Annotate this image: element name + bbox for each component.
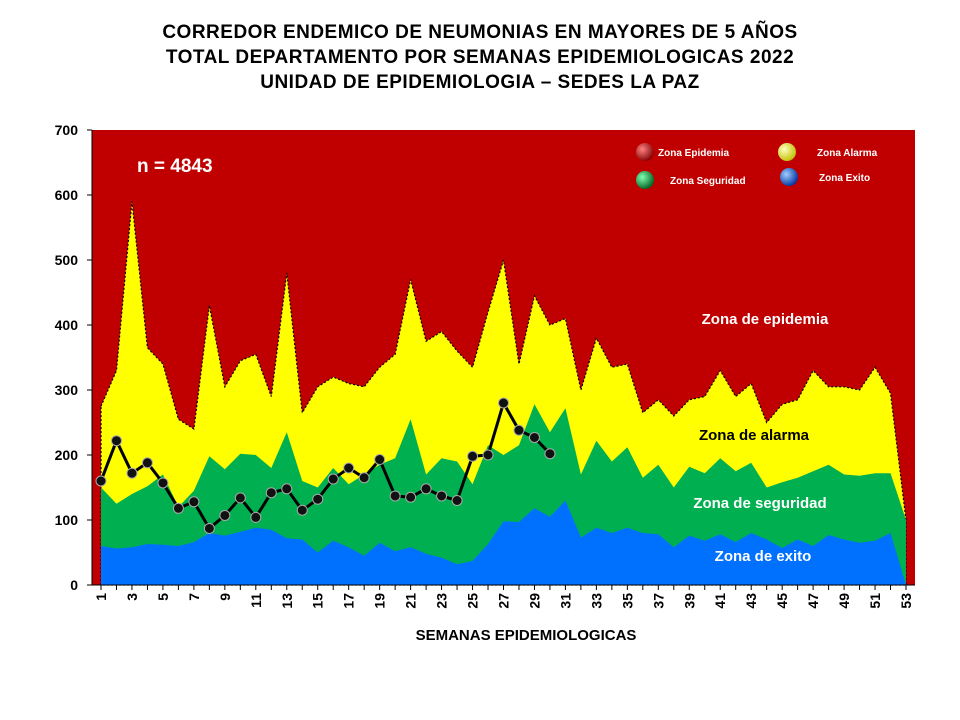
x-tick-label: 29 <box>526 593 542 609</box>
x-tick-label: 19 <box>372 593 388 609</box>
y-tick-label: 100 <box>55 512 79 528</box>
cases-point <box>544 448 556 460</box>
x-tick-label: 47 <box>805 593 821 609</box>
cases-point <box>420 483 432 495</box>
cases-point <box>327 473 339 485</box>
y-tick-label: 0 <box>70 577 78 593</box>
x-tick-label: 35 <box>619 593 635 609</box>
cases-point <box>405 491 417 503</box>
x-tick-label: 11 <box>248 593 264 608</box>
x-tick-label: 13 <box>279 593 295 609</box>
x-tick-label: 39 <box>681 593 697 609</box>
cases-point <box>234 492 246 504</box>
y-tick-label: 500 <box>55 252 79 268</box>
legend-marker <box>636 143 654 161</box>
cases-point <box>265 487 277 499</box>
x-tick-label: 43 <box>743 593 759 609</box>
sample-size: n = 4843 <box>137 156 213 177</box>
legend-marker <box>780 168 798 186</box>
legend-marker <box>778 143 796 161</box>
cases-point <box>482 449 494 461</box>
cases-point <box>436 490 448 502</box>
y-tick-label: 600 <box>55 187 79 203</box>
cases-point <box>250 511 262 523</box>
y-tick-label: 200 <box>55 447 79 463</box>
x-tick-label: 5 <box>155 593 171 601</box>
zone-label: Zona de epidemia <box>702 311 829 328</box>
cases-point <box>157 477 169 489</box>
cases-point <box>95 475 107 487</box>
zone-area <box>101 500 906 585</box>
title-line: CORREDOR ENDEMICO DE NEUMONIAS EN MAYORE… <box>162 21 797 43</box>
x-axis-label: SEMANAS EPIDEMIOLOGICAS <box>416 627 637 644</box>
cases-point <box>467 450 479 462</box>
x-tick-label: 27 <box>496 593 512 609</box>
legend-label: Zona Epidemia <box>658 148 730 159</box>
x-tick-label: 15 <box>310 593 326 609</box>
x-tick-label: 7 <box>186 593 202 601</box>
cases-point <box>498 397 509 409</box>
cases-point <box>312 493 324 505</box>
title-line: UNIDAD DE EPIDEMIOLOGIA – SEDES LA PAZ <box>260 72 700 93</box>
x-tick-label: 21 <box>403 593 419 609</box>
x-tick-label: 3 <box>124 593 140 601</box>
cases-point <box>188 496 200 508</box>
cases-point <box>203 522 215 534</box>
y-tick-label: 300 <box>55 382 79 398</box>
cases-point <box>451 495 463 506</box>
x-tick-label: 45 <box>774 593 790 609</box>
zone-label: Zona de alarma <box>699 427 810 444</box>
x-tick-label: 1 <box>93 593 109 601</box>
cases-point <box>296 504 308 516</box>
cases-point <box>528 431 540 443</box>
zone-label: Zona de exito <box>715 548 812 565</box>
x-tick-label: 9 <box>217 593 233 601</box>
legend-marker <box>636 171 654 189</box>
title-line: TOTAL DEPARTAMENTO POR SEMANAS EPIDEMIOL… <box>166 47 794 68</box>
x-tick-label: 49 <box>836 593 852 609</box>
x-tick-label: 23 <box>434 593 450 609</box>
cases-point <box>110 435 122 447</box>
cases-point <box>219 509 231 521</box>
cases-point <box>358 472 370 484</box>
legend-label: Zona Seguridad <box>670 176 746 187</box>
y-tick-label: 400 <box>55 317 79 333</box>
cases-point <box>513 424 525 436</box>
cases-point <box>172 502 184 514</box>
legend-label: Zona Alarma <box>817 148 878 159</box>
x-tick-label: 51 <box>867 593 883 609</box>
cases-point <box>374 454 386 466</box>
x-tick-label: 37 <box>650 593 666 609</box>
cases-point <box>281 483 293 495</box>
x-tick-label: 31 <box>557 593 573 609</box>
x-tick-label: 33 <box>588 593 604 609</box>
x-tick-label: 25 <box>465 593 481 609</box>
cases-point <box>126 467 138 479</box>
x-tick-label: 17 <box>341 593 357 609</box>
x-tick-label: 53 <box>898 593 914 609</box>
legend-label: Zona Exito <box>819 173 870 184</box>
cases-point <box>389 490 401 502</box>
zone-label: Zona de seguridad <box>693 495 826 512</box>
y-tick-label: 700 <box>55 122 79 138</box>
x-tick-label: 41 <box>712 593 728 609</box>
cases-point <box>343 462 355 474</box>
cases-point <box>141 457 153 469</box>
